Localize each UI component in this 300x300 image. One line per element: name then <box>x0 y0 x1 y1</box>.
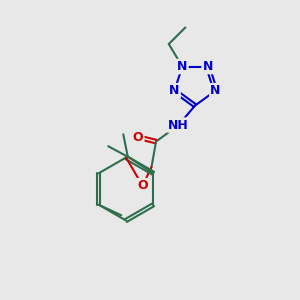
Text: N: N <box>169 84 180 97</box>
Text: O: O <box>137 179 148 192</box>
Text: O: O <box>133 130 143 144</box>
Text: NH: NH <box>168 118 189 132</box>
Text: N: N <box>202 60 213 73</box>
Text: N: N <box>177 60 188 73</box>
Text: N: N <box>210 84 221 97</box>
